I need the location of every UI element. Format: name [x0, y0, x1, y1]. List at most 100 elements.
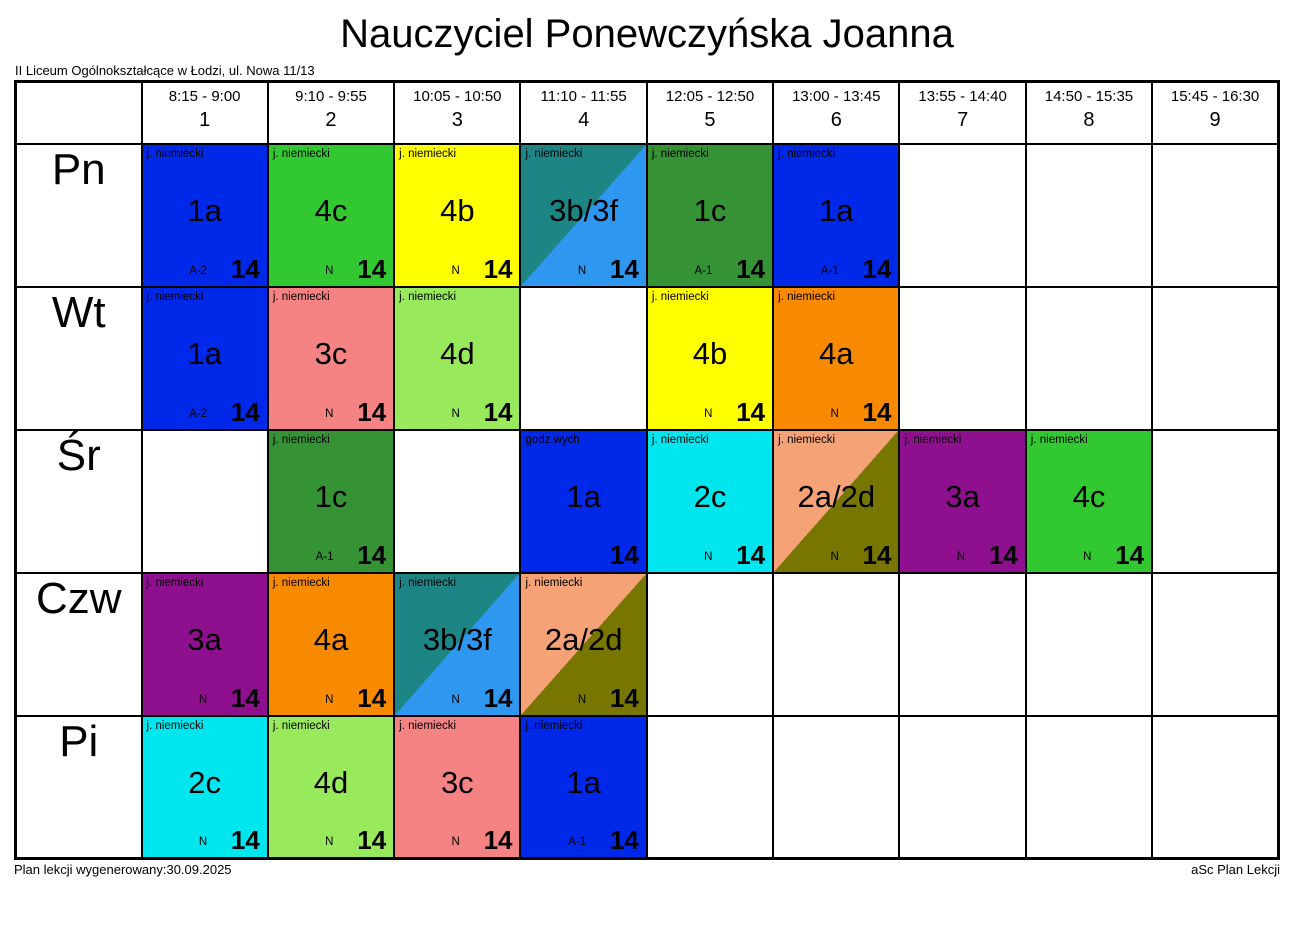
empty-cell: [1151, 428, 1280, 574]
lesson-block: j. niemiecki 4a N 14: [775, 288, 898, 428]
footer-generated-text: Plan lekcji wygenerowany:30.09.2025: [14, 862, 232, 877]
day-label: Śr: [14, 428, 143, 574]
lesson-group: N: [451, 407, 460, 420]
lesson-cell[interactable]: j. niemiecki 1c A-1 14: [645, 142, 775, 288]
lesson-cell[interactable]: j. niemiecki 3c N 14: [266, 285, 396, 431]
lesson-subject: j. niemiecki: [778, 147, 836, 160]
timetable-body: Pn j. niemiecki 1a A-2 14 j. niemiecki 4c N 14 j.…: [14, 142, 1280, 860]
lesson-cell[interactable]: j. niemiecki 4a N 14: [266, 571, 396, 717]
empty-cell: [898, 714, 1027, 860]
lesson-block: j. niemiecki 4a N 14: [269, 574, 393, 714]
lesson-class: 4d: [313, 764, 349, 800]
lesson-class: 3a: [945, 478, 980, 514]
lesson-cell[interactable]: j. niemiecki 2a/2d N 14: [519, 571, 648, 717]
lesson-subject: j. niemiecki: [146, 147, 204, 160]
lesson-group: N: [830, 550, 839, 563]
period-number: 8: [1083, 109, 1095, 131]
lesson-group: N: [577, 264, 587, 277]
lesson-cell[interactable]: j. niemiecki 3b/3f N 14: [393, 571, 522, 717]
lesson-cell[interactable]: j. niemiecki 1a A-2 14: [140, 285, 269, 431]
lesson-block: j. niemiecki 3c N 14: [396, 717, 519, 857]
lesson-cell[interactable]: j. niemiecki 1a A-1 14: [519, 714, 648, 860]
lesson-cell[interactable]: j. niemiecki 1c A-1 14: [266, 428, 396, 574]
lesson-class: 4c: [1072, 478, 1106, 514]
empty-cell: [1151, 714, 1280, 860]
lesson-subject: j. niemiecki: [1030, 433, 1088, 446]
period-number: 6: [830, 109, 842, 131]
lesson-group: N: [956, 550, 966, 563]
lesson-subject: j. niemiecki: [778, 433, 836, 446]
lesson-cell[interactable]: j. niemiecki 3a N 14: [898, 428, 1027, 574]
empty-cell: [645, 571, 775, 717]
lesson-cell[interactable]: godz.wych 1a 14: [519, 428, 648, 574]
day-label: Czw: [14, 571, 143, 717]
period-time: 14:50 - 15:35: [1044, 88, 1134, 105]
period-header: 11:10 - 11:55 4: [519, 80, 648, 145]
lesson-class: 1a: [819, 192, 854, 228]
lesson-group: N: [451, 264, 460, 277]
lesson-cell[interactable]: j. niemiecki 4d N 14: [266, 714, 396, 860]
period-header: 14:50 - 15:35 8: [1024, 80, 1154, 145]
lesson-group: N: [704, 407, 713, 420]
lesson-room: 14: [230, 825, 260, 855]
lesson-subject: j. niemiecki: [904, 433, 962, 446]
lesson-class: 1c: [693, 192, 727, 228]
empty-cell: [140, 428, 269, 574]
period-time: 12:05 - 12:50: [665, 88, 755, 105]
lesson-subject: j. niemiecki: [651, 290, 709, 303]
lesson-block: j. niemiecki 2c N 14: [648, 431, 772, 571]
lesson-cell[interactable]: j. niemiecki 4d N 14: [393, 285, 522, 431]
lesson-cell[interactable]: j. niemiecki 4b N 14: [645, 285, 775, 431]
period-header: 8:15 - 9:00 1: [140, 80, 269, 145]
lesson-block: j. niemiecki 3a N 14: [901, 431, 1024, 571]
lesson-cell[interactable]: j. niemiecki 2c N 14: [140, 714, 269, 860]
lesson-room: 14: [609, 682, 639, 713]
lesson-class: 4d: [440, 335, 475, 371]
lesson-cell[interactable]: j. niemiecki 1a A-2 14: [140, 142, 269, 288]
lesson-cell[interactable]: j. niemiecki 3c N 14: [393, 714, 522, 860]
lesson-subject: j. niemiecki: [146, 290, 204, 303]
day-row: Śr j. niemiecki 1c A-1 14 godz.wych 1a 14 j. nie…: [14, 428, 1280, 574]
lesson-group: A-2: [189, 264, 208, 277]
lesson-class: 1a: [187, 192, 222, 228]
lesson-class: 2a/2d: [797, 478, 876, 514]
lesson-cell[interactable]: j. niemiecki 3b/3f N 14: [519, 142, 648, 288]
period-number: 4: [578, 109, 590, 131]
lesson-block: j. niemiecki 2a/2d N 14: [775, 431, 898, 571]
lesson-block: j. niemiecki 4d N 14: [396, 288, 519, 428]
lesson-cell[interactable]: j. niemiecki 2c N 14: [645, 428, 775, 574]
lesson-block: j. niemiecki 1a A-2 14: [143, 145, 266, 285]
period-time: 13:00 - 13:45: [792, 88, 881, 105]
period-number: 7: [957, 109, 969, 131]
lesson-block: j. niemiecki 4c N 14: [1027, 431, 1151, 571]
header-row: 8:15 - 9:00 1 9:10 - 9:55 2 10:05 - 10:50 3 11…: [14, 80, 1280, 145]
lesson-cell[interactable]: j. niemiecki 4b N 14: [393, 142, 522, 288]
lesson-room: 14: [357, 253, 387, 284]
period-time: 10:05 - 10:50: [413, 88, 502, 105]
lesson-group: A-1: [568, 836, 587, 848]
empty-cell: [519, 285, 648, 431]
lesson-cell[interactable]: j. niemiecki 4c N 14: [266, 142, 396, 288]
period-time: 15:45 - 16:30: [1170, 88, 1260, 105]
lesson-class: 3c: [440, 764, 474, 800]
lesson-room: 14: [736, 539, 766, 570]
lesson-block: j. niemiecki 1a A-2 14: [143, 288, 266, 428]
lesson-cell[interactable]: j. niemiecki 4c N 14: [1024, 428, 1154, 574]
lesson-cell[interactable]: j. niemiecki 2a/2d N 14: [772, 428, 901, 574]
period-time: 13:55 - 14:40: [918, 88, 1007, 105]
lesson-subject: j. niemiecki: [651, 147, 709, 160]
lesson-room: 14: [736, 253, 766, 284]
timetable-header: 8:15 - 9:00 1 9:10 - 9:55 2 10:05 - 10:50 3 11…: [14, 80, 1280, 145]
empty-cell: [1151, 571, 1280, 717]
period-header: 9:10 - 9:55 2: [266, 80, 396, 145]
period-time: 8:15 - 9:00: [168, 88, 241, 105]
lesson-room: 14: [483, 682, 513, 713]
timetable: 8:15 - 9:00 1 9:10 - 9:55 2 10:05 - 10:50 3 11…: [14, 80, 1280, 860]
period-time: 11:10 - 11:55: [540, 88, 627, 105]
lesson-subject: j. niemiecki: [778, 290, 836, 303]
lesson-room: 14: [230, 396, 260, 427]
lesson-group: N: [577, 693, 587, 706]
lesson-cell[interactable]: j. niemiecki 1a A-1 14: [772, 142, 901, 288]
lesson-cell[interactable]: j. niemiecki 3a N 14: [140, 571, 269, 717]
lesson-cell[interactable]: j. niemiecki 4a N 14: [772, 285, 901, 431]
